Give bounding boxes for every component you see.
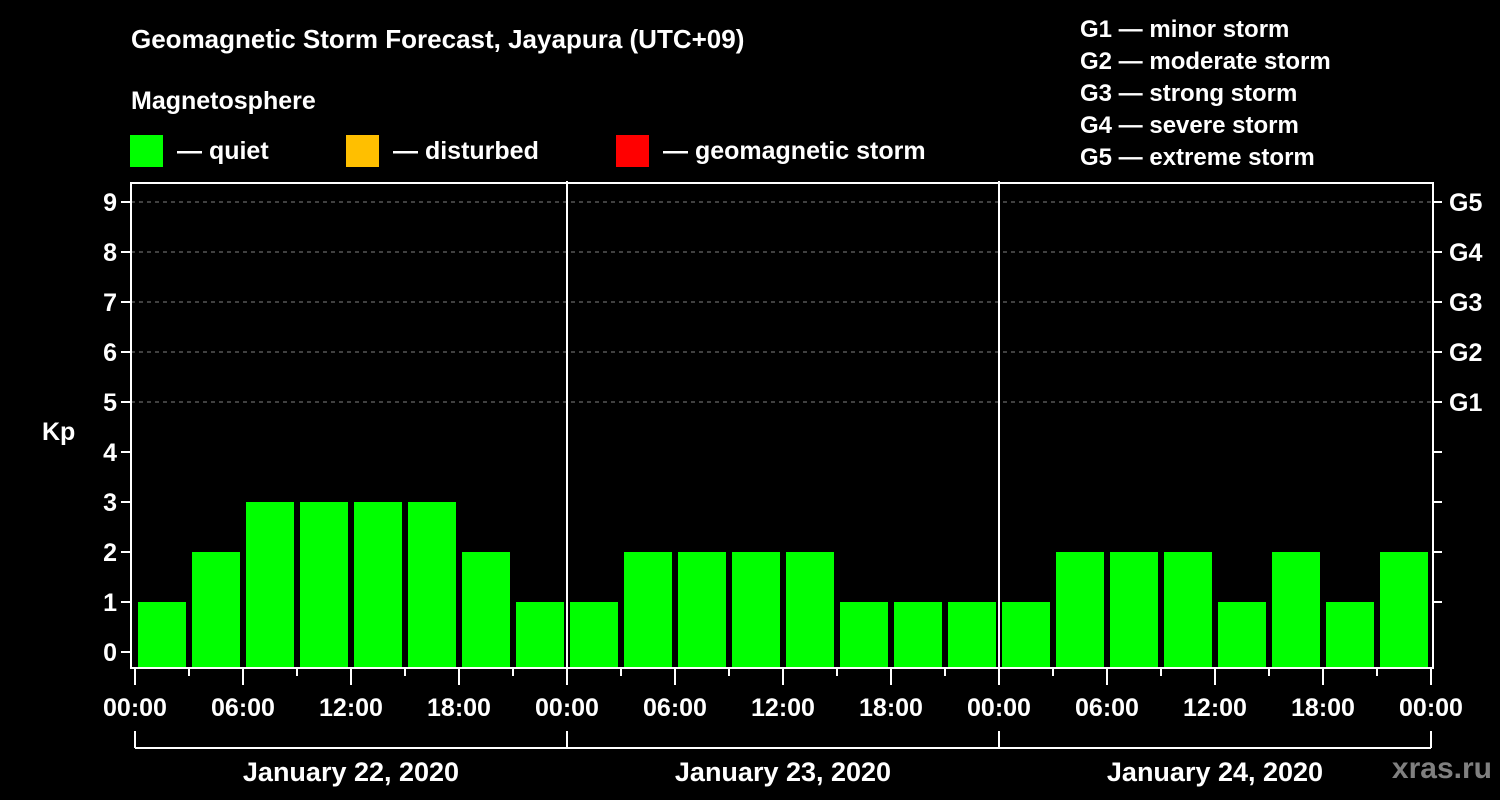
kp-bar bbox=[1218, 602, 1266, 668]
y-tick-label: 3 bbox=[103, 489, 117, 517]
kp-bar bbox=[624, 552, 672, 668]
kp-bar bbox=[1272, 552, 1320, 668]
kp-bar bbox=[894, 602, 942, 668]
legend-disturbed: — disturbed bbox=[346, 135, 539, 167]
date-label: January 23, 2020 bbox=[675, 757, 891, 787]
date-label: January 22, 2020 bbox=[243, 757, 459, 787]
kp-bar bbox=[192, 552, 240, 668]
x-tick-label: 00:00 bbox=[1399, 694, 1463, 722]
legend-quiet: — quiet bbox=[130, 135, 269, 167]
x-tick-label: 18:00 bbox=[859, 694, 923, 722]
kp-bar bbox=[1164, 552, 1212, 668]
kp-bar bbox=[354, 502, 402, 668]
y-tick-label: 1 bbox=[103, 589, 117, 617]
legend-storm: — geomagnetic storm bbox=[616, 135, 926, 167]
x-tick-label: 18:00 bbox=[427, 694, 491, 722]
kp-bar bbox=[246, 502, 294, 668]
y-tick-label: 8 bbox=[103, 239, 117, 267]
g1-legend: G1 — minor storm bbox=[1080, 16, 1290, 43]
kp-bar bbox=[300, 502, 348, 668]
kp-bar bbox=[1380, 552, 1428, 668]
kp-bar bbox=[786, 552, 834, 668]
watermark: xras.ru bbox=[1391, 752, 1492, 785]
quiet-swatch bbox=[130, 135, 163, 167]
g-level-label: G1 bbox=[1449, 389, 1482, 417]
g3-legend: G3 — strong storm bbox=[1080, 80, 1298, 107]
x-tick-label: 18:00 bbox=[1291, 694, 1355, 722]
g-level-label: G5 bbox=[1449, 189, 1482, 217]
g4-legend: G4 — severe storm bbox=[1080, 112, 1299, 139]
g-scale-legend: G1 — minor storm G2 — moderate storm G3 … bbox=[1080, 14, 1331, 174]
g5-legend: G5 — extreme storm bbox=[1080, 144, 1315, 171]
kp-bar bbox=[840, 602, 888, 668]
kp-bar bbox=[462, 552, 510, 668]
kp-bar bbox=[1002, 602, 1050, 668]
x-tick-label: 12:00 bbox=[1183, 694, 1247, 722]
g-level-label: G4 bbox=[1449, 239, 1482, 267]
kp-bar bbox=[948, 602, 996, 668]
y-tick-label: 4 bbox=[103, 439, 117, 467]
kp-bar bbox=[1326, 602, 1374, 668]
g2-legend: G2 — moderate storm bbox=[1080, 48, 1331, 75]
y-tick-label: 0 bbox=[103, 639, 117, 667]
y-axis-label: Kp bbox=[42, 418, 75, 446]
legend-disturbed-label: — disturbed bbox=[393, 136, 539, 165]
kp-bar bbox=[1110, 552, 1158, 668]
legend-quiet-label: — quiet bbox=[177, 136, 269, 165]
y-tick-label: 6 bbox=[103, 339, 117, 367]
disturbed-swatch bbox=[346, 135, 379, 167]
legend-storm-label: — geomagnetic storm bbox=[663, 136, 926, 165]
date-label: January 24, 2020 bbox=[1107, 757, 1323, 787]
storm-swatch bbox=[616, 135, 649, 167]
legend-title: Magnetosphere bbox=[131, 87, 316, 115]
x-tick-label: 06:00 bbox=[1075, 694, 1139, 722]
x-tick-label: 00:00 bbox=[103, 694, 167, 722]
y-tick-label: 9 bbox=[103, 189, 117, 217]
kp-bar bbox=[732, 552, 780, 668]
x-tick-label: 06:00 bbox=[643, 694, 707, 722]
kp-bar bbox=[570, 602, 618, 668]
chart-title: Geomagnetic Storm Forecast, Jayapura (UT… bbox=[131, 24, 745, 54]
kp-bar bbox=[408, 502, 456, 668]
x-tick-label: 06:00 bbox=[211, 694, 275, 722]
x-tick-label: 12:00 bbox=[751, 694, 815, 722]
g-level-label: G3 bbox=[1449, 289, 1482, 317]
kp-bar bbox=[516, 602, 564, 668]
kp-bar bbox=[138, 602, 186, 668]
kp-bar bbox=[1056, 552, 1104, 668]
x-tick-label: 12:00 bbox=[319, 694, 383, 722]
y-tick-label: 2 bbox=[103, 539, 117, 567]
x-tick-label: 00:00 bbox=[535, 694, 599, 722]
y-tick-label: 7 bbox=[103, 289, 117, 317]
y-tick-label: 5 bbox=[103, 389, 117, 417]
kp-bar bbox=[678, 552, 726, 668]
x-tick-label: 00:00 bbox=[967, 694, 1031, 722]
g-level-label: G2 bbox=[1449, 339, 1482, 367]
